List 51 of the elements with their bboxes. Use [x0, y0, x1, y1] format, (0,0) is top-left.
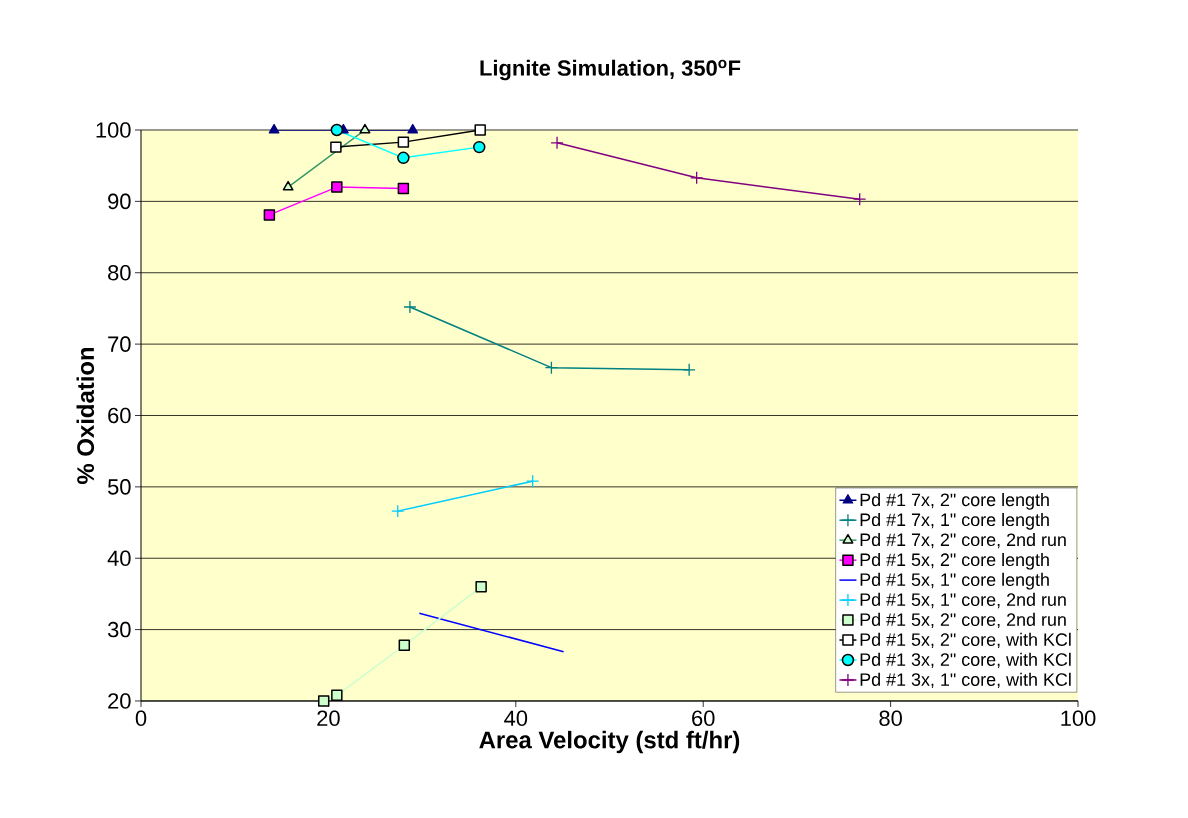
y-tick-label: 100 — [96, 122, 131, 138]
point — [682, 363, 696, 377]
x-axis-title: Area Velocity (std ft/hr) — [479, 730, 740, 754]
point — [474, 124, 486, 136]
legend-label: Pd #1 5x, 2" core length — [860, 552, 1049, 570]
point — [331, 181, 343, 193]
legend-label: Pd #1 7x, 2" core length — [860, 492, 1049, 510]
legend-label: Pd #1 7x, 2" core, 2nd run — [860, 532, 1066, 549]
y-axis-title: % Oxidation — [76, 347, 95, 484]
x-tick-label: 100 — [1061, 710, 1096, 727]
point — [330, 123, 344, 137]
point — [398, 639, 411, 652]
x-tick-label: 80 — [879, 710, 902, 727]
point — [544, 361, 559, 375]
y-tick-label: 20 — [108, 693, 131, 709]
x-tick-label: 40 — [504, 710, 528, 727]
y-tick-label: 40 — [107, 550, 131, 566]
point — [263, 209, 276, 221]
legend-label: Pd #1 3x, 1" core, with KCl — [860, 672, 1071, 689]
x-tick-label: 60 — [692, 710, 715, 727]
legend-label: Pd #1 5x, 1" core length — [860, 572, 1049, 590]
y-tick-label: 90 — [108, 193, 131, 210]
point — [853, 192, 867, 206]
y-tick-label: 30 — [107, 621, 131, 638]
legend-label: Pd #1 7x, 1" core length — [860, 512, 1049, 530]
point — [473, 140, 486, 154]
legend-label: Pd #1 5x, 2" core, with KCl — [860, 632, 1071, 649]
y-tick-label: 60 — [108, 407, 131, 424]
point — [407, 123, 419, 134]
legend-label: Pd #1 5x, 2" core, 2nd run — [860, 612, 1066, 629]
y-tick-label: 80 — [108, 264, 131, 281]
point — [268, 123, 280, 134]
point — [526, 474, 540, 488]
point — [550, 136, 564, 150]
point — [331, 689, 343, 702]
point — [690, 171, 704, 185]
chart-title: Lignite Simulation, 350$^{o}$F — [480, 59, 741, 81]
x-tick-label: 0 — [135, 710, 147, 727]
point — [391, 504, 405, 518]
point — [330, 141, 342, 153]
point — [318, 695, 330, 707]
point — [397, 182, 410, 195]
point — [397, 136, 410, 148]
point — [475, 581, 487, 593]
x-tick-label: 20 — [317, 710, 340, 727]
point — [397, 151, 410, 165]
y-tick-label: 50 — [107, 479, 131, 495]
legend-label: Pd #1 5x, 1" core, 2nd run — [860, 592, 1066, 609]
y-tick-label: 70 — [108, 336, 131, 352]
point — [403, 300, 417, 314]
legend-label: Pd #1 3x, 2" core, with KCl — [860, 652, 1071, 669]
